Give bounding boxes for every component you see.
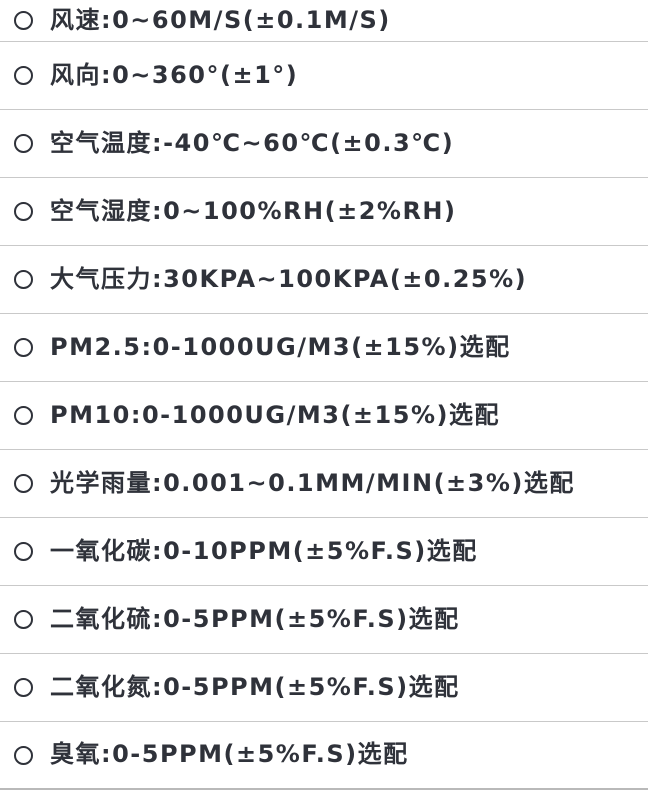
spec-label: 空气温度:-40℃~60℃(±0.3℃) [50,128,455,157]
spec-label: 大气压力:30KPA~100KPA(±0.25%) [50,264,528,293]
list-item: PM10:0-1000UG/M3(±15%)选配 [0,382,648,450]
list-item: 空气温度:-40℃~60℃(±0.3℃) [0,110,648,178]
spec-label: 光学雨量:0.001~0.1MM/MIN(±3%)选配 [50,468,575,497]
spec-label: 空气湿度:0~100%RH(±2%RH) [50,196,457,225]
spec-label: PM10:0-1000UG/M3(±15%)选配 [50,400,500,429]
spec-label: 二氧化硫:0-5PPM(±5%F.S)选配 [50,604,460,633]
circle-outline-icon [14,678,33,697]
list-item: 二氧化氮:0-5PPM(±5%F.S)选配 [0,654,648,722]
spec-label: 风向:0~360°(±1°) [50,60,299,89]
spec-label: 一氧化碳:0-10PPM(±5%F.S)选配 [50,536,478,565]
list-item: 空气湿度:0~100%RH(±2%RH) [0,178,648,246]
list-item: PM2.5:0-1000UG/M3(±15%)选配 [0,314,648,382]
circle-outline-icon [14,270,33,289]
list-item: 臭氧:0-5PPM(±5%F.S)选配 [0,722,648,790]
spec-label: PM2.5:0-1000UG/M3(±15%)选配 [50,332,511,361]
list-item: 风向:0~360°(±1°) [0,42,648,110]
circle-outline-icon [14,406,33,425]
list-item: 二氧化硫:0-5PPM(±5%F.S)选配 [0,586,648,654]
circle-outline-icon [14,745,33,765]
spec-label: 风速:0~60M/S(±0.1M/S) [50,5,391,34]
circle-outline-icon [14,542,33,561]
spec-label: 臭氧:0-5PPM(±5%F.S)选配 [50,740,409,768]
list-item: 一氧化碳:0-10PPM(±5%F.S)选配 [0,518,648,586]
list-item: 光学雨量:0.001~0.1MM/MIN(±3%)选配 [0,450,648,518]
circle-outline-icon [14,474,33,493]
list-item: 风速:0~60M/S(±0.1M/S) [0,0,648,42]
circle-outline-icon [14,610,33,629]
circle-outline-icon [14,11,33,30]
circle-outline-icon [14,134,33,153]
circle-outline-icon [14,202,33,221]
circle-outline-icon [14,66,33,85]
list-item: 大气压力:30KPA~100KPA(±0.25%) [0,246,648,314]
spec-label: 二氧化氮:0-5PPM(±5%F.S)选配 [50,672,460,701]
spec-list: 风速:0~60M/S(±0.1M/S) 风向:0~360°(±1°) 空气温度:… [0,0,648,790]
circle-outline-icon [14,338,33,357]
